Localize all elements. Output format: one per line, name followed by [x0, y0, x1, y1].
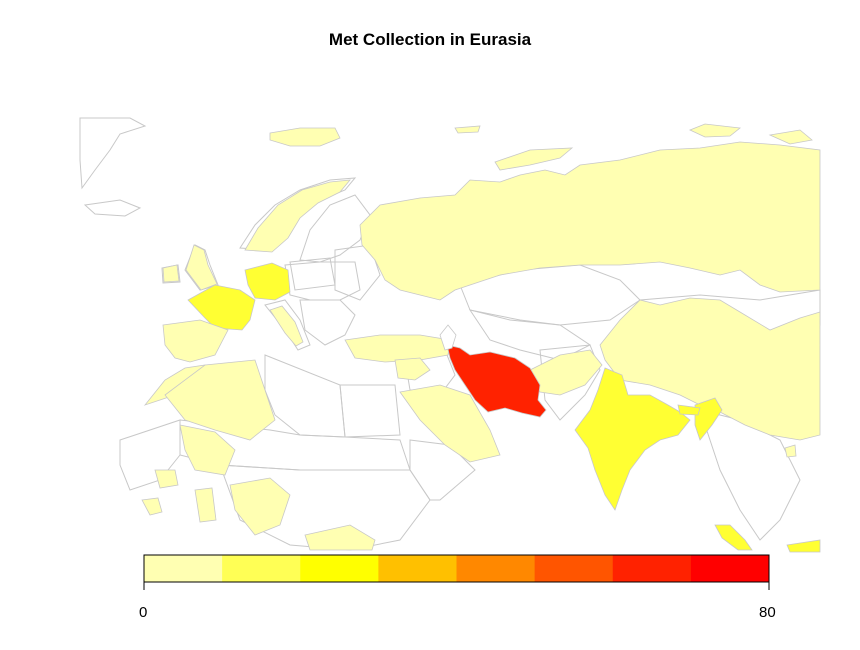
central-europe-outline [284, 261, 361, 301]
indonesia-shape-a [714, 524, 753, 551]
nepal-shape [677, 404, 701, 416]
severnaya-shape [688, 123, 742, 138]
svalbard-shape [269, 127, 341, 147]
syria-shape [394, 357, 431, 381]
turkey-shape [344, 334, 451, 363]
new-siberian-shape [768, 129, 813, 145]
nigeria-shape [229, 477, 291, 536]
russia-shape [359, 141, 821, 301]
italy-shape [269, 305, 304, 347]
cameroon-shape [304, 524, 376, 551]
novaya-zemlya-shape [454, 125, 481, 134]
uk-outline [184, 244, 219, 291]
mali-shape [179, 424, 236, 476]
india-shape [574, 367, 691, 511]
legend-swatch [222, 555, 301, 582]
legend-color-bar [143, 554, 770, 590]
map-title: Met Collection in Eurasia [328, 30, 532, 49]
uk-shape [185, 244, 218, 291]
legend-swatch [690, 555, 770, 582]
legend-swatch [144, 555, 223, 582]
west-coast-shape [154, 469, 179, 489]
afghanistan-shape [529, 349, 603, 396]
indonesia-shape-b [786, 539, 821, 553]
saudi-arabia-shape [399, 384, 501, 463]
france-shape [187, 284, 256, 331]
ireland-shape [162, 264, 180, 283]
legend-swatch [300, 555, 379, 582]
legend-swatch [456, 555, 536, 582]
iceland-outline [83, 199, 142, 217]
egypt-outline [339, 384, 401, 438]
legend-border [143, 554, 770, 583]
legend-swatch [378, 555, 457, 582]
myanmar-shape [694, 397, 723, 441]
pakistan-afghan-outline [539, 344, 601, 421]
algeria-shape [164, 359, 276, 441]
ivory-shape [141, 497, 163, 516]
greenland-outline [79, 117, 147, 190]
legend-max-label: 80 [759, 604, 776, 621]
germany-shape [244, 262, 291, 301]
balkans-outline [299, 299, 356, 346]
legend-min-label: 0 [139, 604, 148, 621]
caspian-sea-shape [439, 324, 457, 351]
china-shape [599, 297, 821, 441]
ghana-shape [194, 487, 217, 523]
franz-josef-shape [494, 147, 574, 171]
legend-swatch [534, 555, 614, 582]
libya-outline [264, 354, 346, 438]
legend-swatch [612, 555, 692, 582]
taiwan-shape [784, 444, 797, 458]
iberia-shape [162, 319, 229, 363]
iran-shape [446, 344, 547, 418]
scandinavia-shape [244, 179, 351, 253]
